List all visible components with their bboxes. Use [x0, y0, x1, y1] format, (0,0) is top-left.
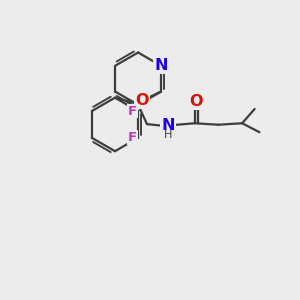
Text: F: F [128, 105, 137, 118]
Text: F: F [128, 131, 137, 144]
Text: N: N [154, 58, 167, 73]
Text: O: O [136, 93, 149, 108]
Text: H: H [164, 130, 172, 140]
Text: O: O [189, 94, 203, 109]
Text: N: N [161, 118, 175, 133]
